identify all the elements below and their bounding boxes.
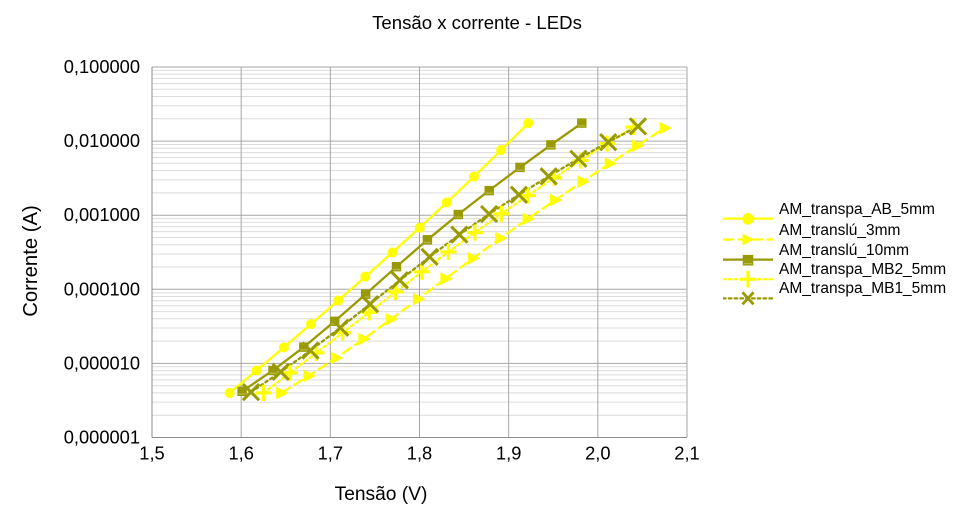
svg-text:2,0: 2,0: [585, 443, 610, 464]
svg-text:0,001000: 0,001000: [64, 204, 140, 225]
svg-text:1,6: 1,6: [228, 443, 253, 464]
svg-text:1,5: 1,5: [139, 443, 164, 464]
svg-text:0,100000: 0,100000: [64, 56, 140, 77]
svg-text:2,1: 2,1: [674, 443, 699, 464]
svg-text:0,010000: 0,010000: [64, 130, 140, 151]
svg-text:1,7: 1,7: [318, 443, 343, 464]
svg-text:0,000001: 0,000001: [64, 427, 140, 448]
svg-text:1,8: 1,8: [407, 443, 432, 464]
svg-text:0,000100: 0,000100: [64, 278, 140, 299]
svg-text:1,9: 1,9: [496, 443, 521, 464]
svg-text:0,000010: 0,000010: [64, 352, 140, 373]
